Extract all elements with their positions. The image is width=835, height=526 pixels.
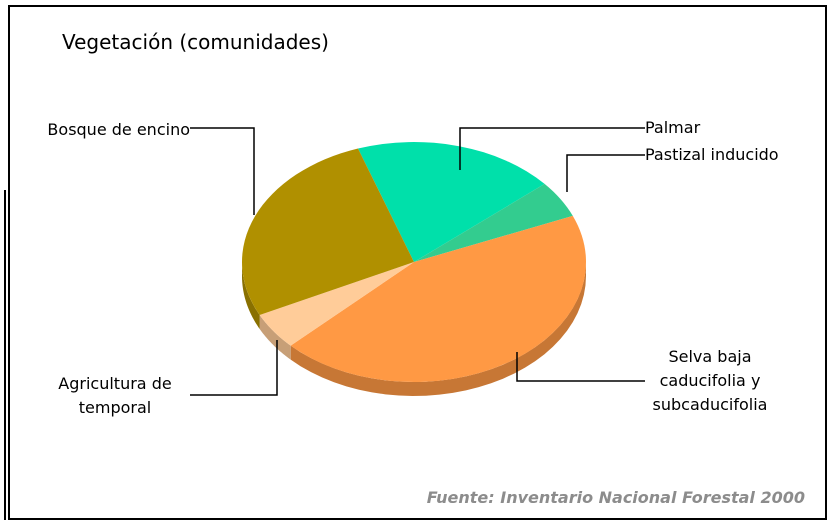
- slice-label: Agricultura de temporal: [58, 374, 172, 417]
- slice-label: Selva baja caducifolia y subcaducifolia: [652, 347, 768, 414]
- leader-line: [190, 127, 255, 215]
- slice-label: Pastizal inducido: [645, 145, 779, 164]
- leader-line: [459, 127, 645, 170]
- slice-label: Bosque de encino: [47, 120, 190, 139]
- leader-line: [516, 352, 645, 382]
- slice: [414, 183, 573, 262]
- slice: [241, 148, 414, 315]
- chart-title: Vegetación (comunidades): [62, 30, 329, 54]
- slice: [290, 215, 587, 383]
- slice: [259, 262, 414, 346]
- source: Fuente: Inventario Nacional Forestal 200…: [426, 488, 805, 507]
- slice-side: [259, 314, 291, 360]
- frame: [8, 5, 827, 520]
- slice-side: [290, 262, 586, 396]
- slice-label: Palmar: [645, 118, 701, 137]
- leader-line: [566, 154, 645, 192]
- slice: [358, 142, 545, 262]
- leader-line: [190, 340, 278, 396]
- slice-side: [242, 262, 260, 329]
- pie: [241, 142, 587, 396]
- leaders: [190, 127, 645, 396]
